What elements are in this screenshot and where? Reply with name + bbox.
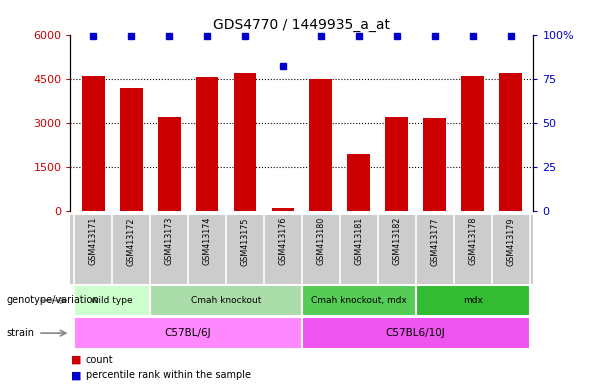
Text: GSM413178: GSM413178 <box>468 217 477 265</box>
Bar <box>74 285 150 316</box>
Text: percentile rank within the sample: percentile rank within the sample <box>86 370 251 381</box>
Bar <box>74 318 302 349</box>
Bar <box>424 119 446 211</box>
Text: GSM413172: GSM413172 <box>127 217 135 266</box>
Title: GDS4770 / 1449935_a_at: GDS4770 / 1449935_a_at <box>213 18 390 32</box>
Bar <box>120 88 143 211</box>
Bar <box>196 77 218 211</box>
Bar <box>272 208 294 211</box>
Bar <box>386 117 408 211</box>
Bar <box>82 76 105 211</box>
Bar <box>416 285 530 316</box>
Text: Cmah knockout: Cmah knockout <box>191 296 261 305</box>
Text: GSM413175: GSM413175 <box>240 217 249 266</box>
Text: ■: ■ <box>70 370 81 381</box>
Bar <box>302 285 416 316</box>
Text: Cmah knockout, mdx: Cmah knockout, mdx <box>311 296 407 305</box>
Text: GSM413180: GSM413180 <box>316 217 326 265</box>
Bar <box>150 285 302 316</box>
Bar <box>310 79 332 211</box>
Bar <box>348 154 370 211</box>
Text: GSM413179: GSM413179 <box>506 217 515 266</box>
Text: GSM413176: GSM413176 <box>278 217 287 265</box>
Text: GSM413171: GSM413171 <box>89 217 97 265</box>
Text: count: count <box>86 355 113 365</box>
Text: GSM413174: GSM413174 <box>202 217 211 265</box>
Bar <box>158 117 180 211</box>
Text: C57BL/6J: C57BL/6J <box>165 328 211 338</box>
Text: GSM413177: GSM413177 <box>430 217 439 266</box>
Bar <box>234 73 256 211</box>
Bar <box>461 76 484 211</box>
Text: wild type: wild type <box>91 296 133 305</box>
Text: GSM413182: GSM413182 <box>392 217 402 265</box>
Bar <box>499 73 522 211</box>
Text: C57BL6/10J: C57BL6/10J <box>386 328 446 338</box>
Bar <box>302 318 530 349</box>
Text: GSM413181: GSM413181 <box>354 217 364 265</box>
Text: genotype/variation: genotype/variation <box>6 295 99 306</box>
Text: mdx: mdx <box>463 296 482 305</box>
Text: strain: strain <box>6 328 34 338</box>
Text: ■: ■ <box>70 355 81 365</box>
Text: GSM413173: GSM413173 <box>165 217 173 265</box>
